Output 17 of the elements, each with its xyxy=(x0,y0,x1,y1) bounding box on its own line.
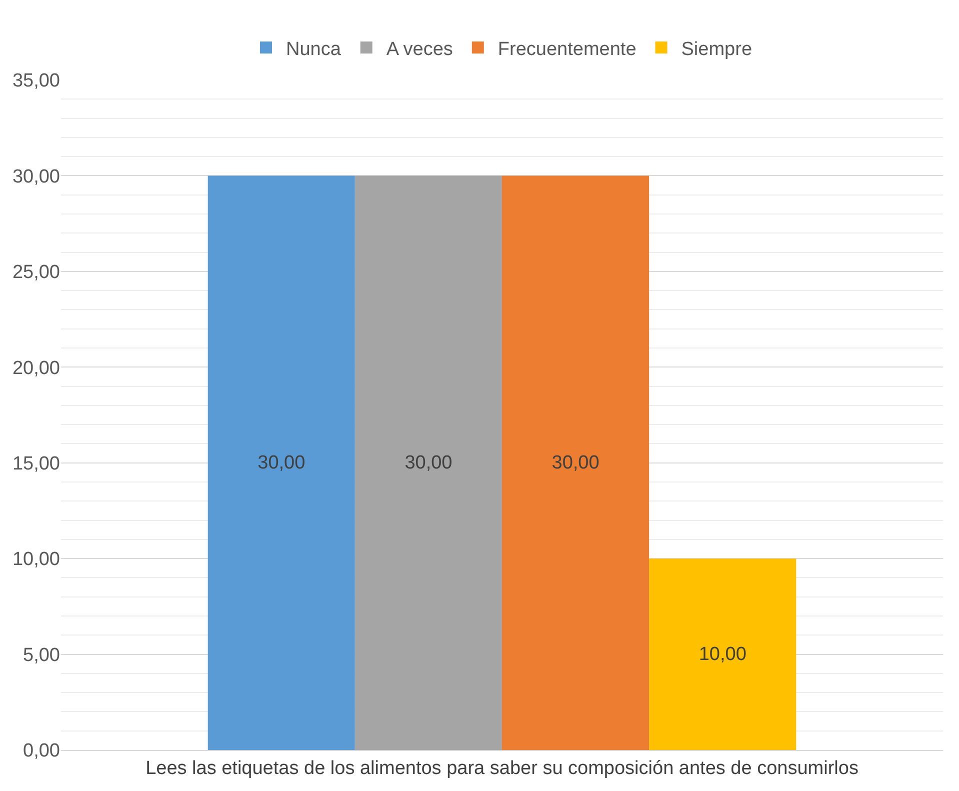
legend-label: Siempre xyxy=(681,38,752,60)
y-tick-label: 5,00 xyxy=(23,644,60,666)
legend-label: A veces xyxy=(386,38,453,60)
y-tick-label: 0,00 xyxy=(23,740,60,762)
y-tick-label: 10,00 xyxy=(12,549,60,570)
data-label: 30,00 xyxy=(404,452,452,474)
y-tick-label: 35,00 xyxy=(12,70,60,92)
legend-label: Frecuentemente xyxy=(498,38,636,60)
legend-label: Nunca xyxy=(286,38,342,60)
y-tick-label: 25,00 xyxy=(12,262,60,284)
data-label: 30,00 xyxy=(552,452,600,474)
y-tick-label: 15,00 xyxy=(12,454,60,475)
x-tick-label: Lees las etiquetas de los alimentos para saber su composición antes de consumirlos xyxy=(146,758,858,779)
y-tick-label: 20,00 xyxy=(12,358,60,379)
y-tick-label: 30,00 xyxy=(12,166,60,188)
data-label: 10,00 xyxy=(698,644,746,665)
data-label: 30,00 xyxy=(258,452,306,474)
